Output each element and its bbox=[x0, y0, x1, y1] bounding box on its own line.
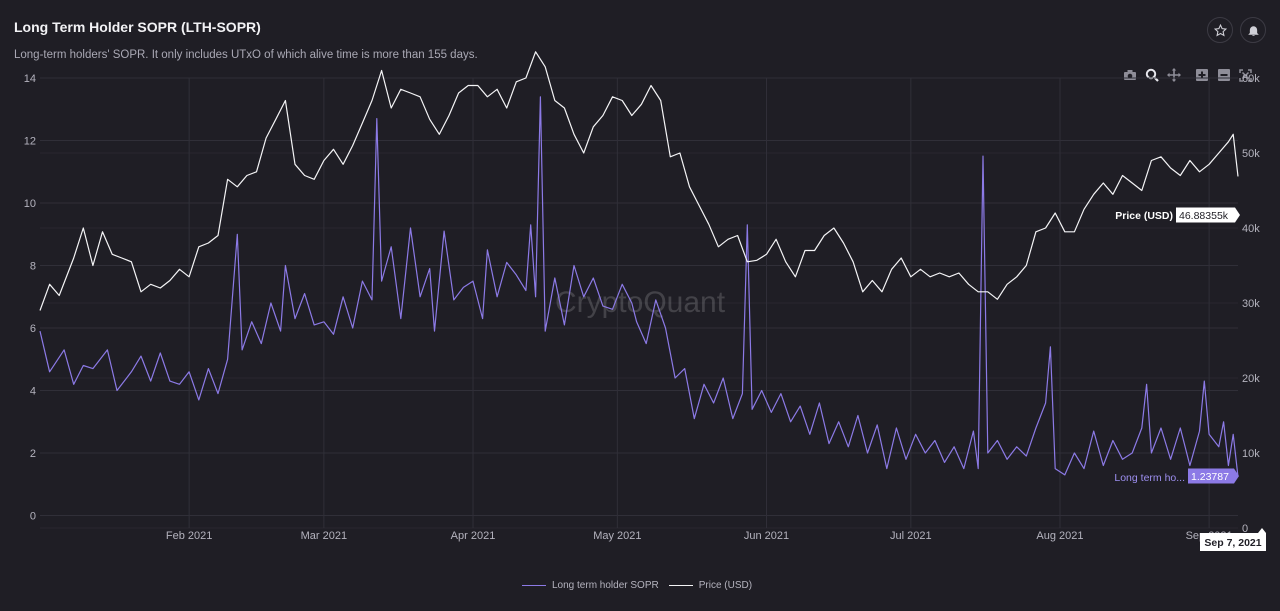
legend-label-price: Price (USD) bbox=[698, 580, 753, 591]
date-hover-box bbox=[1200, 528, 1266, 551]
y-left-tick-label: 4 bbox=[30, 386, 36, 398]
y-left-tick-label: 0 bbox=[30, 511, 36, 523]
pan-icon bbox=[1166, 68, 1181, 82]
x-tick-label: Jul 2021 bbox=[890, 530, 932, 542]
favorite-button[interactable] bbox=[1207, 17, 1233, 43]
y-right-tick-label: 50k bbox=[1242, 148, 1260, 160]
y-right-tick-label: 40k bbox=[1242, 223, 1260, 235]
autoscale-button[interactable] bbox=[1237, 68, 1254, 82]
y-left-tick-label: 6 bbox=[30, 323, 36, 335]
x-tick-label: Apr 2021 bbox=[451, 530, 496, 542]
alert-button[interactable] bbox=[1240, 17, 1266, 43]
y-left-tick-label: 10 bbox=[24, 198, 36, 210]
pan-button[interactable] bbox=[1165, 68, 1182, 82]
sopr-hover-box bbox=[1188, 468, 1239, 484]
y-right-tick-label: 0 bbox=[1242, 523, 1248, 535]
bell-icon bbox=[1247, 25, 1259, 36]
y-left-tick-label: 14 bbox=[24, 73, 36, 85]
price-hover-value: 46.88355k bbox=[1179, 210, 1229, 222]
price-hover-label: Price (USD) bbox=[1115, 210, 1173, 222]
x-tick-label: Aug 2021 bbox=[1036, 530, 1083, 542]
series-line-sopr bbox=[39, 96, 1239, 477]
legend-label-sopr: Long term holder SOPR bbox=[552, 580, 659, 591]
legend-item-price[interactable]: Price (USD) bbox=[668, 580, 753, 591]
hover-labels: Price (USD) 46.88355k Long term ho... 1.… bbox=[1114, 207, 1266, 551]
watermark: CryptoQuant bbox=[555, 286, 726, 319]
y-right-tick-label: 60k bbox=[1242, 73, 1260, 85]
autoscale-icon bbox=[1239, 68, 1252, 82]
x-tick-label: Feb 2021 bbox=[166, 530, 212, 542]
page-title: Long Term Holder SOPR (LTH-SOPR) bbox=[14, 19, 261, 35]
legend-swatch-price bbox=[668, 585, 693, 586]
x-tick-label: Jun 2021 bbox=[744, 530, 789, 542]
y-right-tick-label: 10k bbox=[1242, 448, 1260, 460]
star-icon bbox=[1213, 23, 1227, 36]
date-hover-value: Sep 7, 2021 bbox=[1204, 537, 1261, 549]
y-left-tick-label: 8 bbox=[30, 261, 36, 273]
y-right-tick-label: 30k bbox=[1242, 298, 1260, 310]
legend-item-sopr[interactable]: Long term holder SOPR bbox=[522, 580, 659, 591]
y-left-tick-label: 2 bbox=[30, 448, 36, 460]
legend-swatch-sopr bbox=[522, 585, 546, 586]
y-left-tick-label: 12 bbox=[24, 136, 36, 148]
price-hover-box bbox=[1176, 207, 1240, 223]
page-subtitle: Long-term holders' SOPR. It only include… bbox=[14, 49, 478, 61]
x-tick-label: Mar 2021 bbox=[301, 530, 347, 542]
y-right-tick-label: 20k bbox=[1242, 373, 1260, 385]
chart-legend: Long term holder SOPR Price (USD) bbox=[522, 580, 762, 591]
x-tick-label: May 2021 bbox=[593, 530, 641, 542]
series-line-price bbox=[39, 51, 1239, 311]
sopr-hover-label: Long term ho... bbox=[1114, 472, 1185, 484]
chart-axes: 0 2 4 6 8 10 12 14 0 10k 20k 30k 40k 50k 60k Feb 2021 Ma… bbox=[24, 73, 1260, 542]
sopr-hover-value: 1.23787 bbox=[1191, 471, 1229, 483]
